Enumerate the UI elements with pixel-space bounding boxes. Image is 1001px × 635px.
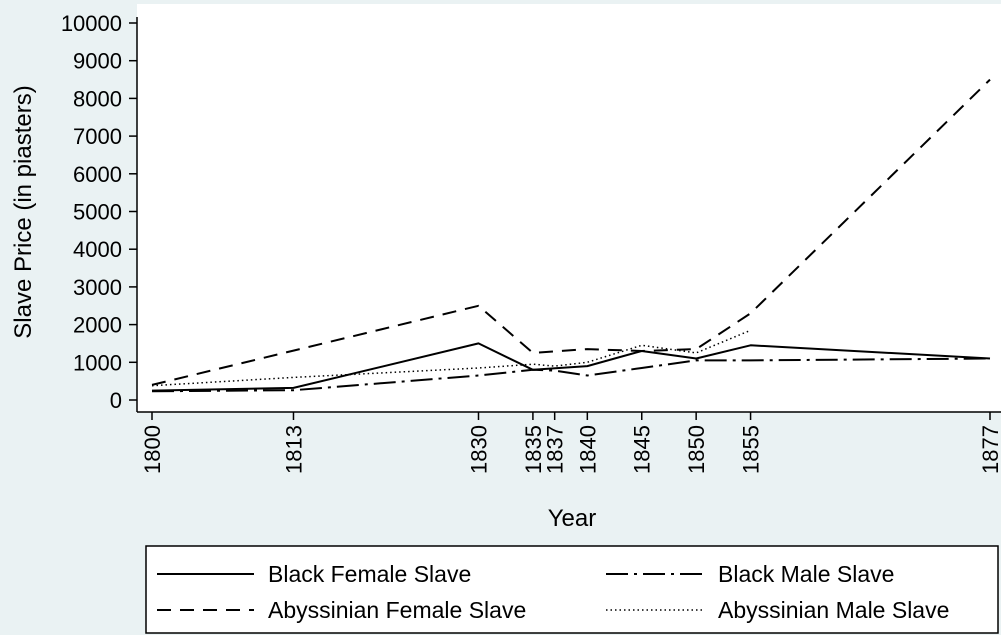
legend-box [145,545,999,634]
x-tick-label: 1837 [543,425,568,474]
x-axis-title: Year [548,505,597,532]
series-line-abyssinian-female-slave [151,78,991,386]
x-tick-label: 1845 [630,425,655,474]
y-tick-label: 6000 [73,162,122,187]
y-tick-label: 10000 [61,11,122,36]
y-tick-label: 2000 [73,313,122,338]
y-axis-title: Slave Price (in piasters) [10,85,37,338]
x-tick-label: 1840 [575,425,600,474]
x-tick-label: 1850 [684,425,709,474]
y-axis: 0 1000 2000 3000 4000 5000 6000 7000 8000 9000 100… [61,11,138,413]
y-tick-label: 9000 [73,49,122,74]
y-tick-label: 8000 [73,86,122,111]
y-tick-label: 4000 [73,237,122,262]
legend-label-black-female: Black Female Slave [268,561,471,587]
legend: Black Female Slave Black Male Slave Abys… [145,545,999,634]
y-tick-label: 3000 [73,275,122,300]
legend-label-abyssinian-female: Abyssinian Female Slave [268,597,526,623]
y-tick-label: 1000 [73,350,122,375]
legend-label-black-male: Black Male Slave [718,561,894,587]
series-line-black-female-slave [151,342,991,392]
y-tick-label: 5000 [73,200,122,225]
y-tick-label: 7000 [73,124,122,149]
x-tick-label: 1830 [466,425,491,474]
x-tick-label: 1835 [521,425,546,474]
x-tick-label: 1813 [281,425,306,474]
x-tick-label: 1877 [978,425,1001,474]
x-tick-label: 1855 [739,425,764,474]
series-layer [151,78,991,393]
y-tick-label: 0 [110,388,122,413]
legend-label-abyssinian-male: Abyssinian Male Slave [718,597,949,623]
x-tick-label: 1800 [140,425,165,474]
plot-area [137,4,1001,412]
series-line-abyssinian-male-slave [151,329,751,387]
series-line-black-male-slave [151,357,991,393]
